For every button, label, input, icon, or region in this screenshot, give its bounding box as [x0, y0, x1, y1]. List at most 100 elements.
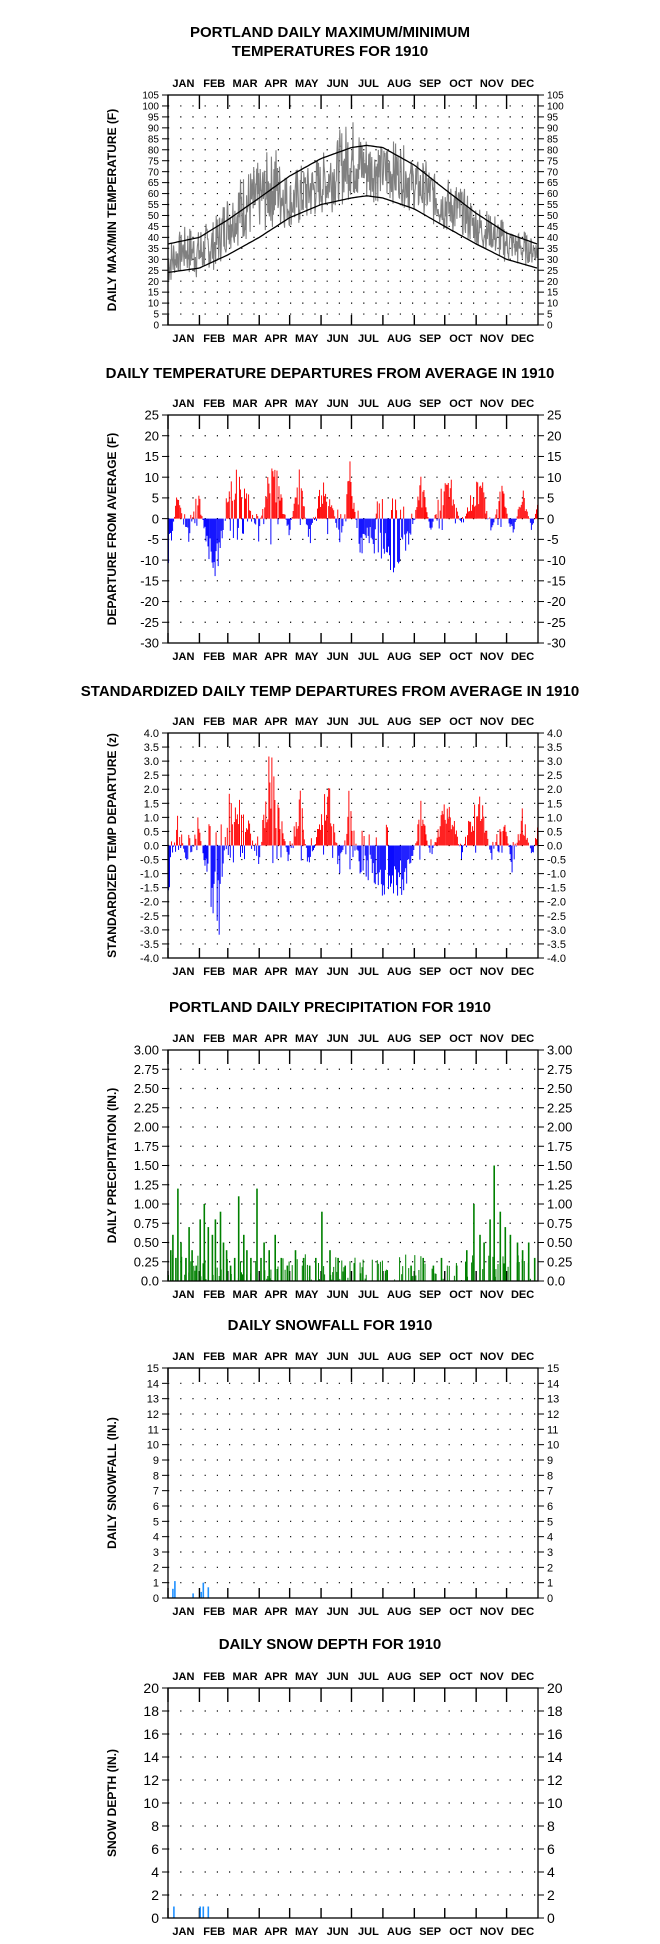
departure-bar [344, 514, 346, 519]
departure-bar [335, 842, 337, 846]
y-tick-label-right: 0 [547, 321, 553, 332]
month-label-top: FEB [203, 78, 225, 90]
month-label-top: OCT [449, 1671, 473, 1683]
departure-bar [278, 807, 280, 846]
chart-title: STANDARDIZED DAILY TEMP DEPARTURES FROM … [81, 683, 579, 700]
departure-bar [197, 505, 199, 519]
observed-temperature-line [167, 122, 539, 281]
y-tick-label: 0 [153, 1593, 159, 1605]
month-label-bottom: FEB [203, 1289, 225, 1301]
departure-bar [356, 845, 358, 850]
departure-bar [257, 836, 259, 846]
departure-bar [185, 845, 187, 859]
departure-bar [304, 517, 306, 519]
chart-title: DAILY SNOW DEPTH FOR 1910 [219, 1636, 442, 1653]
precipitation-bar [321, 1211, 323, 1281]
precipitation-bar [190, 1261, 192, 1281]
departure-bar [504, 824, 506, 846]
departure-bar [249, 510, 251, 519]
departure-bar [222, 518, 224, 530]
precipitation-bar [497, 1264, 499, 1281]
precipitation-bar [339, 1278, 341, 1281]
departure-bar [205, 845, 207, 859]
y-tick-label: 1 [153, 1578, 159, 1590]
y-tick-label-right: 11 [547, 1424, 558, 1436]
departure-bar [512, 518, 514, 533]
departure-bar [443, 804, 445, 846]
departure-bar [447, 483, 449, 519]
y-tick-label: 0.0 [141, 1274, 159, 1289]
departure-bar [193, 511, 195, 519]
y-tick-label-right: 3.5 [547, 742, 562, 754]
month-label-bottom: APR [264, 333, 287, 345]
departure-bar [390, 845, 391, 887]
departure-bar [227, 845, 229, 855]
departure-bar [487, 518, 489, 520]
precipitation-bar [381, 1260, 383, 1281]
y-tick-label-right: -1.0 [547, 869, 566, 881]
departure-bar [471, 831, 473, 846]
month-label-bottom: DEC [511, 333, 534, 345]
departure-bar [496, 509, 498, 519]
departure-bar [491, 518, 493, 528]
departure-bar [251, 845, 253, 849]
departure-bar [224, 518, 226, 521]
departure-bar [269, 493, 271, 519]
departure-bar [189, 518, 191, 534]
precipitation-bar [250, 1257, 252, 1281]
departure-bar [295, 497, 297, 519]
departure-bar [505, 831, 507, 846]
precipitation-bar [324, 1274, 326, 1281]
month-label-top: AUG [387, 1033, 411, 1045]
departure-bar [526, 511, 528, 519]
precipitation-bar [205, 1279, 207, 1281]
departure-bar [289, 518, 291, 530]
y-tick-label-right: -5 [547, 532, 559, 547]
departure-bar [268, 483, 270, 519]
departure-bar [181, 513, 183, 519]
month-label-bottom: OCT [449, 966, 473, 978]
y-tick-label-right: -10 [547, 553, 566, 568]
departure-bar [532, 845, 534, 853]
departure-bar [409, 518, 411, 534]
departure-bar [345, 845, 347, 855]
precipitation-bar [260, 1257, 262, 1281]
departure-bar [464, 843, 465, 846]
departure-bar [345, 518, 347, 522]
departure-bar [247, 829, 249, 846]
y-tick-label-right: 5 [547, 310, 553, 321]
departure-bar [279, 829, 281, 846]
departure-bar [462, 517, 463, 519]
departure-bar [274, 800, 276, 846]
departure-bar [470, 495, 472, 519]
departure-bar [350, 811, 352, 846]
departure-bar [242, 845, 243, 853]
departure-bar [474, 804, 476, 846]
plot-frame [167, 1049, 539, 1282]
departure-bar [209, 518, 211, 539]
precipitation-bar [516, 1262, 518, 1281]
snowfall-bar [174, 1581, 176, 1598]
month-label-top: MAY [295, 1671, 319, 1683]
departure-bar [500, 518, 502, 527]
departure-bar [484, 497, 486, 519]
departure-bar [229, 518, 231, 531]
departure-bar [301, 490, 303, 519]
precipitation-bar [288, 1261, 290, 1281]
precipitation-bar [440, 1257, 443, 1281]
precipitation-bar [362, 1259, 364, 1281]
y-tick-label-right: 20 [547, 1680, 563, 1696]
month-label-bottom: JAN [172, 966, 194, 978]
departure-bar [512, 842, 514, 846]
departure-bar [277, 518, 279, 525]
month-label-top: SEP [419, 1033, 441, 1045]
departure-bar [456, 511, 458, 519]
precipitation-bar [180, 1242, 182, 1281]
departure-bar [377, 845, 379, 886]
departure-bar [209, 826, 211, 846]
departure-bar [481, 487, 483, 519]
departure-bar [210, 518, 212, 552]
y-tick-label: 25 [145, 408, 159, 423]
departure-bar [446, 484, 448, 519]
month-label-top: JAN [172, 78, 194, 90]
